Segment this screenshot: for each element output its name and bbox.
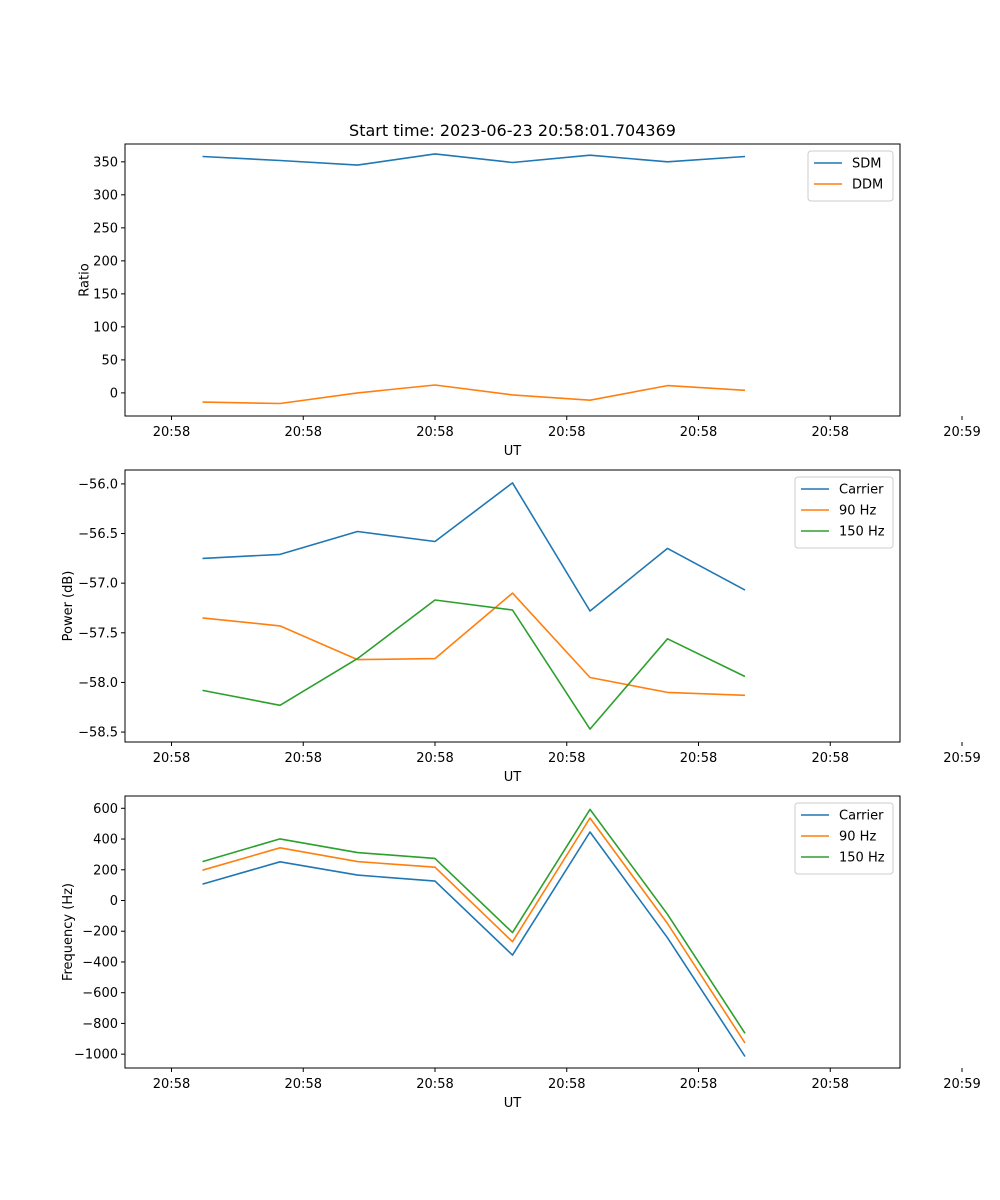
x-tick-label: 20:58	[153, 1077, 190, 1092]
axes-frame	[124, 469, 901, 743]
x-tick-label: 20:59	[943, 425, 980, 440]
power-panel: 20:58 20:58 20:58 20:58 20:58 20:58 20:59 −58.5…	[61, 469, 981, 785]
y-tick-label: −56.0	[78, 477, 118, 492]
x-tick-label: 20:58	[812, 751, 849, 766]
series-line-carrier	[202, 831, 746, 1057]
series-line-sdm	[202, 153, 746, 166]
x-tick-label: 20:58	[680, 751, 717, 766]
ratio-panel: 20:58 20:58 20:58 20:58 20:58 20:58 20:59 0 50 10…	[77, 143, 981, 459]
x-tick-label: 20:58	[416, 1077, 453, 1092]
legend-label: 150 Hz	[839, 525, 885, 540]
y-tick-label: −58.5	[78, 726, 118, 741]
frequency-panel: 20:58 20:58 20:58 20:58 20:58 20:58 20:59 −1000…	[61, 795, 981, 1111]
y-tick-label: 0	[110, 894, 118, 909]
y-tick-label: 200	[93, 863, 118, 878]
y-axis-label: Power (dB)	[61, 571, 76, 642]
y-tick-label: 300	[93, 188, 118, 203]
figure-title: Start time: 2023-06-23 20:58:01.704369	[349, 121, 676, 140]
x-axis-label: UT	[504, 770, 522, 785]
y-tick-label: 350	[93, 155, 118, 170]
x-tick-label: 20:58	[548, 751, 585, 766]
y-tick-label: 600	[93, 802, 118, 817]
legend-label: SDM	[852, 157, 881, 172]
y-tick-label: −58.0	[78, 676, 118, 691]
y-axis-label: Frequency (Hz)	[61, 883, 76, 981]
x-tick-label: 20:59	[943, 751, 980, 766]
y-tick-label: −56.5	[78, 527, 118, 542]
series-line-carrier	[202, 482, 746, 612]
y-tick-label: 200	[93, 254, 118, 269]
x-tick-label: 20:58	[153, 425, 190, 440]
y-tick-label: −200	[82, 925, 118, 940]
x-tick-label: 20:58	[285, 425, 322, 440]
series-line-90-hz	[202, 592, 746, 697]
x-tick-label: 20:58	[680, 425, 717, 440]
x-tick-label: 20:58	[153, 751, 190, 766]
legend: SDM DDM	[807, 150, 894, 202]
x-tick-label: 20:58	[812, 1077, 849, 1092]
y-tick-label: −400	[82, 955, 118, 970]
legend-label: Carrier	[839, 809, 884, 824]
legend-label: DDM	[852, 178, 883, 193]
x-tick-label: 20:58	[285, 1077, 322, 1092]
y-tick-label: 50	[101, 353, 118, 368]
series-line-90-hz	[202, 817, 746, 1044]
x-tick-label: 20:58	[548, 1077, 585, 1092]
x-axis-label: UT	[504, 444, 522, 459]
y-tick-label: 0	[110, 386, 118, 401]
legend-label: 90 Hz	[839, 504, 876, 519]
y-tick-label: 250	[93, 221, 118, 236]
x-tick-label: 20:58	[812, 425, 849, 440]
x-tick-label: 20:58	[680, 1077, 717, 1092]
x-axis-label: UT	[504, 1096, 522, 1111]
legend-label: 150 Hz	[839, 851, 885, 866]
y-tick-label: 100	[93, 320, 118, 335]
x-tick-label: 20:58	[548, 425, 585, 440]
series-line-150-hz	[202, 599, 746, 730]
y-tick-label: 150	[93, 287, 118, 302]
legend-label: 90 Hz	[839, 830, 876, 845]
y-tick-label: −800	[82, 1017, 118, 1032]
y-tick-label: −1000	[74, 1048, 118, 1063]
axes-frame	[124, 795, 901, 1069]
x-tick-label: 20:58	[285, 751, 322, 766]
y-axis-label: Ratio	[77, 263, 92, 296]
legend: Carrier 90 Hz 150 Hz	[794, 476, 894, 549]
x-tick-label: 20:59	[943, 1077, 980, 1092]
y-tick-label: −57.0	[78, 577, 118, 592]
y-tick-label: −57.5	[78, 626, 118, 641]
series-line-ddm	[202, 384, 746, 405]
y-tick-label: 400	[93, 833, 118, 848]
axes-frame	[124, 143, 901, 417]
legend-label: Carrier	[839, 483, 884, 498]
series-line-150-hz	[202, 808, 746, 1034]
x-tick-label: 20:58	[416, 751, 453, 766]
x-tick-label: 20:58	[416, 425, 453, 440]
y-tick-label: −600	[82, 986, 118, 1001]
legend: Carrier 90 Hz 150 Hz	[794, 802, 894, 875]
